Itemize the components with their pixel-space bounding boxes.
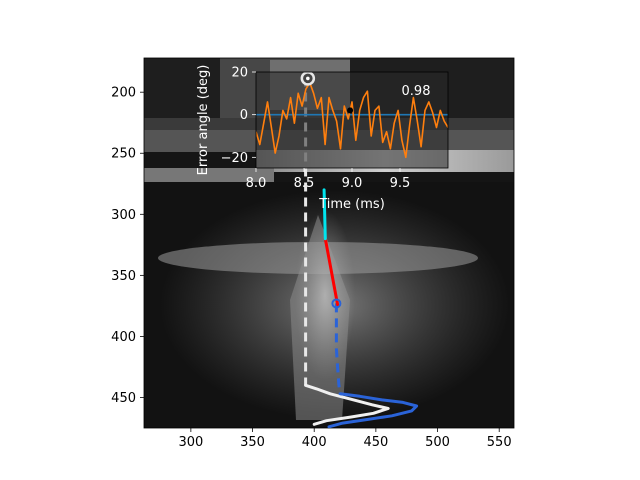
inset-axes: 8.0 8.5 9.0 9.5 −20 0 20 0.98 Time (ms) Error …: [196, 65, 449, 212]
trajectory-line: [327, 392, 419, 428]
trajectory-line: [323, 237, 340, 307]
inset-marker: [347, 107, 354, 114]
inset-x-tick-label: 8.0: [246, 176, 267, 191]
main-x-tick-label: 350: [240, 435, 265, 450]
trajectory-line: [334, 303, 342, 395]
inset-y-tick-label: 0: [240, 108, 248, 123]
inset-x-tick-label: 9.5: [390, 176, 411, 191]
inset-y-tick-label: −20: [221, 151, 248, 166]
main-x-tick-label: 400: [302, 435, 327, 450]
inset-x-axis-label: Time (ms): [318, 197, 385, 212]
main-y-tick-label: 450: [111, 391, 136, 406]
inset-x-tick-label: 8.5: [294, 176, 315, 191]
main-y-tick-label: 350: [111, 269, 136, 284]
main-y-tick-label: 250: [111, 147, 136, 162]
inset-y-tick-label: 20: [231, 66, 248, 81]
main-y-tick-label: 300: [111, 208, 136, 223]
main-x-tick-label: 450: [363, 435, 388, 450]
main-y-tick-label: 200: [111, 86, 136, 101]
inset-x-tick-label: 9.0: [342, 176, 363, 191]
inset-marker-center: [306, 76, 310, 81]
main-x-tick-label: 300: [178, 435, 203, 450]
inset-series-line: [256, 81, 448, 159]
main-x-tick-label: 550: [487, 435, 512, 450]
inset-y-axis-label: Error angle (deg): [196, 65, 211, 176]
trajectory-line: [322, 188, 327, 241]
inset-annotation: 0.98: [402, 84, 431, 99]
main-y-tick-label: 400: [111, 330, 136, 345]
trajectory-marker: [331, 298, 342, 309]
inset-plot-area: [256, 72, 448, 168]
trajectory-line: [304, 383, 390, 426]
main-x-tick-label: 500: [425, 435, 450, 450]
